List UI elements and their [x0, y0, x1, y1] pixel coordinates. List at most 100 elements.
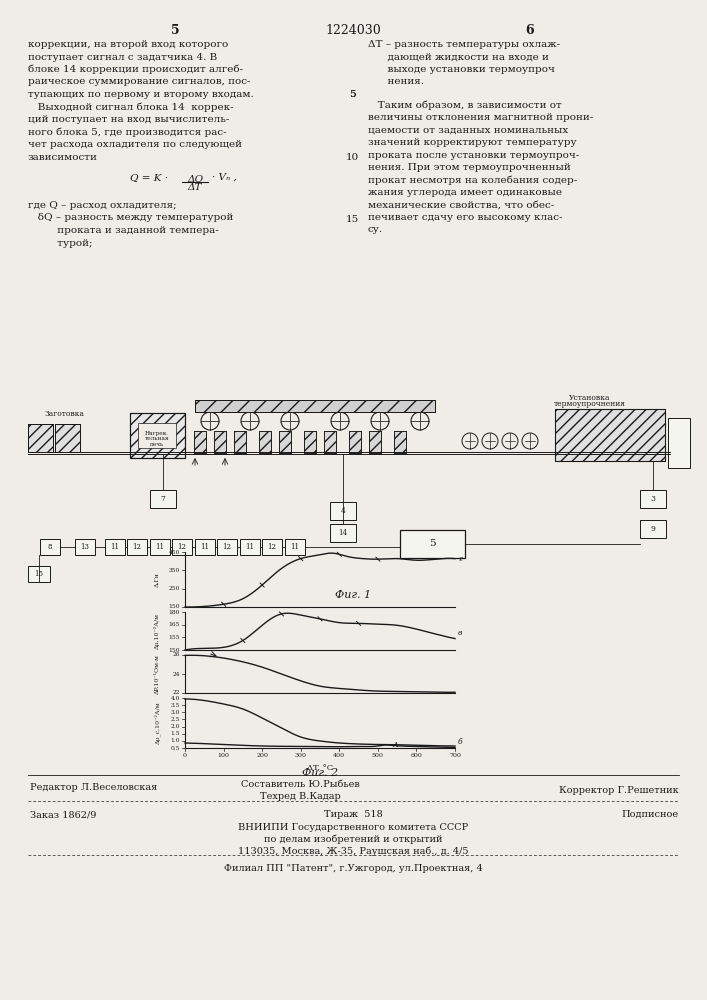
Bar: [555, 409, 665, 461]
Text: 11: 11: [291, 543, 300, 551]
Text: проката и заданной темпера-: проката и заданной темпера-: [28, 226, 218, 235]
Bar: [668, 418, 690, 468]
Text: 22: 22: [173, 690, 180, 696]
Bar: [394, 431, 406, 453]
Text: блоке 14 коррекции происходит алгеб-: блоке 14 коррекции происходит алгеб-: [28, 65, 243, 75]
Text: дающей жидкости на входе и: дающей жидкости на входе и: [368, 52, 549, 62]
Text: прокат несмотря на колебания содер-: прокат несмотря на колебания содер-: [368, 176, 577, 185]
Text: Тираж  518: Тираж 518: [324, 810, 382, 819]
Text: ΔT: ΔT: [188, 183, 202, 192]
Text: Корректор Г.Решетник: Корректор Г.Решетник: [559, 786, 679, 795]
Bar: [279, 431, 291, 453]
Text: 12: 12: [223, 543, 231, 551]
Text: механические свойства, что обес-: механические свойства, что обес-: [368, 200, 554, 210]
Bar: [130, 413, 185, 458]
Bar: [369, 431, 381, 453]
Text: Фиг. 1: Фиг. 1: [335, 590, 371, 600]
Text: 100: 100: [218, 753, 230, 758]
Text: по делам изобретений и открытий: по делам изобретений и открытий: [264, 835, 443, 844]
Bar: [55, 424, 80, 452]
Bar: [217, 539, 237, 555]
Text: 11: 11: [245, 543, 255, 551]
Bar: [369, 431, 381, 453]
Text: чет расхода охладителя по следующей: чет расхода охладителя по следующей: [28, 140, 242, 149]
Text: 9: 9: [650, 525, 655, 533]
Text: А: А: [392, 741, 398, 749]
Text: Подписное: Подписное: [622, 810, 679, 819]
Text: 5: 5: [349, 90, 356, 99]
Bar: [55, 424, 80, 452]
Bar: [214, 431, 226, 453]
Bar: [279, 431, 291, 453]
Text: 5: 5: [170, 24, 180, 37]
Bar: [40, 539, 60, 555]
Bar: [400, 530, 465, 558]
Text: 11: 11: [156, 543, 165, 551]
Text: 14: 14: [339, 529, 348, 537]
Text: 24: 24: [173, 672, 180, 676]
Text: б: б: [458, 738, 462, 746]
Bar: [195, 539, 215, 555]
Text: где Q – расход охладителя;: где Q – расход охладителя;: [28, 201, 177, 210]
Text: поступает сигнал с задатчика 4. В: поступает сигнал с задатчика 4. В: [28, 52, 217, 62]
Bar: [195, 400, 435, 412]
Text: Δ,Гн: Δ,Гн: [155, 572, 160, 587]
Bar: [130, 413, 185, 458]
Text: 4.0: 4.0: [170, 696, 180, 700]
Text: 5: 5: [349, 90, 356, 99]
Text: 7: 7: [160, 495, 165, 503]
Bar: [349, 431, 361, 453]
Bar: [127, 539, 147, 555]
Text: 3.0: 3.0: [171, 710, 180, 715]
Text: печь: печь: [150, 442, 164, 448]
Text: нения.: нения.: [368, 78, 424, 87]
Text: 400: 400: [333, 753, 345, 758]
Bar: [259, 431, 271, 453]
Bar: [262, 539, 282, 555]
Bar: [330, 524, 356, 542]
Bar: [150, 490, 176, 508]
Bar: [240, 539, 260, 555]
Text: Q = K ·: Q = K ·: [130, 173, 168, 182]
Text: Фиг. 2: Фиг. 2: [302, 768, 338, 778]
Bar: [285, 539, 305, 555]
Text: 450: 450: [169, 550, 180, 554]
Text: Δμ,10⁻²А/м: Δμ,10⁻²А/м: [154, 613, 160, 649]
Text: 1.5: 1.5: [170, 731, 180, 736]
Text: 11: 11: [201, 543, 209, 551]
Bar: [349, 431, 361, 453]
Text: 250: 250: [169, 586, 180, 591]
Text: 15: 15: [35, 570, 44, 578]
Bar: [330, 502, 356, 520]
Text: 12: 12: [267, 543, 276, 551]
Text: 15: 15: [346, 215, 358, 224]
Text: Редактор Л.Веселовская: Редактор Л.Веселовская: [30, 783, 157, 792]
Bar: [138, 423, 176, 448]
Bar: [394, 431, 406, 453]
Text: ного блока 5, где производится рас-: ного блока 5, где производится рас-: [28, 127, 227, 137]
Text: 500: 500: [372, 753, 384, 758]
Text: Таким образом, в зависимости от: Таким образом, в зависимости от: [368, 101, 562, 110]
Text: 2.5: 2.5: [170, 717, 180, 722]
Text: коррекции, на второй вход которого: коррекции, на второй вход которого: [28, 40, 228, 49]
Bar: [195, 400, 435, 412]
Text: 13: 13: [81, 543, 90, 551]
Bar: [304, 431, 316, 453]
Text: 4: 4: [341, 507, 346, 515]
Text: цаемости от заданных номинальных: цаемости от заданных номинальных: [368, 125, 568, 134]
Text: турой;: турой;: [28, 238, 93, 247]
Text: нения. При этом термоупрочненный: нения. При этом термоупрочненный: [368, 163, 571, 172]
Text: 3.5: 3.5: [170, 703, 180, 708]
Text: Заготовка: Заготовка: [45, 410, 85, 418]
Text: Заказ 1862/9: Заказ 1862/9: [30, 810, 96, 819]
Text: δQ – разность между температурой: δQ – разность между температурой: [28, 214, 233, 223]
Text: термоупрочнения: термоупрочнения: [554, 400, 626, 408]
Text: жания углерода имеет одинаковые: жания углерода имеет одинаковые: [368, 188, 562, 197]
Text: выходе установки термоупроч: выходе установки термоупроч: [368, 65, 555, 74]
Text: зависимости: зависимости: [28, 152, 98, 161]
Text: тупающих по первому и второму входам.: тупающих по первому и второму входам.: [28, 90, 254, 99]
Bar: [105, 539, 125, 555]
Text: 0.5: 0.5: [170, 746, 180, 750]
Text: 113035, Москва, Ж-35, Раушская наб., д. 4/5: 113035, Москва, Ж-35, Раушская наб., д. …: [238, 847, 468, 856]
Text: 12: 12: [177, 543, 187, 551]
